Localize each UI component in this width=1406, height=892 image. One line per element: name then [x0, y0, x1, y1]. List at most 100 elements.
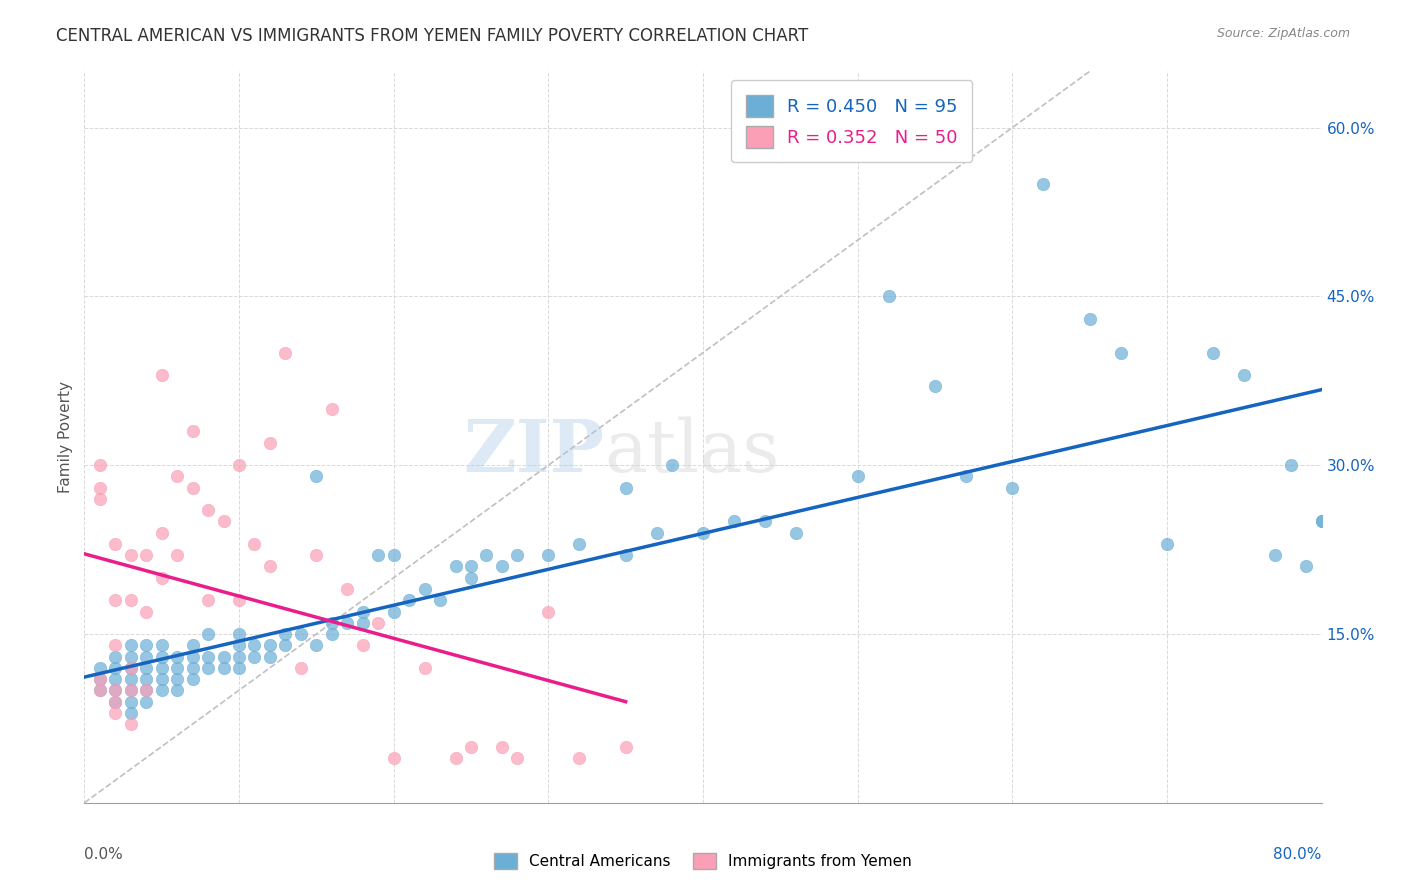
Point — [460, 559, 482, 574]
Point — [506, 751, 529, 765]
Point — [382, 751, 405, 765]
Point — [120, 548, 142, 562]
Point — [212, 649, 235, 664]
Point — [754, 515, 776, 529]
Point — [1156, 537, 1178, 551]
Point — [150, 672, 173, 686]
Point — [491, 559, 513, 574]
Point — [661, 458, 683, 473]
Point — [181, 425, 204, 439]
Point — [197, 503, 219, 517]
Point — [120, 717, 142, 731]
Point — [89, 481, 111, 495]
Point — [197, 649, 219, 664]
Point — [181, 638, 204, 652]
Point — [336, 615, 359, 630]
Point — [382, 548, 405, 562]
Point — [290, 661, 312, 675]
Text: 80.0%: 80.0% — [1274, 847, 1322, 862]
Point — [150, 661, 173, 675]
Point — [120, 593, 142, 607]
Point — [305, 469, 328, 483]
Point — [135, 649, 157, 664]
Point — [305, 548, 328, 562]
Point — [1264, 548, 1286, 562]
Legend: R = 0.450   N = 95, R = 0.352   N = 50: R = 0.450 N = 95, R = 0.352 N = 50 — [731, 80, 973, 162]
Point — [568, 751, 591, 765]
Point — [413, 582, 436, 596]
Point — [382, 605, 405, 619]
Point — [1032, 177, 1054, 191]
Text: ZIP: ZIP — [463, 417, 605, 487]
Point — [228, 638, 250, 652]
Point — [166, 548, 188, 562]
Point — [135, 548, 157, 562]
Point — [460, 739, 482, 754]
Point — [537, 548, 560, 562]
Point — [352, 615, 374, 630]
Point — [475, 548, 498, 562]
Point — [135, 661, 157, 675]
Point — [352, 605, 374, 619]
Point — [166, 683, 188, 698]
Point — [89, 661, 111, 675]
Y-axis label: Family Poverty: Family Poverty — [58, 381, 73, 493]
Point — [1001, 481, 1024, 495]
Point — [120, 661, 142, 675]
Point — [135, 683, 157, 698]
Point — [166, 469, 188, 483]
Point — [181, 672, 204, 686]
Point — [166, 661, 188, 675]
Point — [367, 615, 389, 630]
Point — [352, 638, 374, 652]
Point — [120, 661, 142, 675]
Point — [398, 593, 420, 607]
Point — [243, 649, 266, 664]
Point — [89, 683, 111, 698]
Point — [259, 649, 281, 664]
Point — [645, 525, 668, 540]
Point — [243, 537, 266, 551]
Point — [274, 345, 297, 359]
Point — [429, 593, 451, 607]
Point — [150, 368, 173, 383]
Point — [135, 638, 157, 652]
Point — [197, 593, 219, 607]
Point — [166, 672, 188, 686]
Point — [89, 458, 111, 473]
Point — [243, 638, 266, 652]
Point — [955, 469, 977, 483]
Point — [135, 683, 157, 698]
Point — [444, 751, 467, 765]
Point — [259, 559, 281, 574]
Point — [104, 537, 127, 551]
Point — [104, 593, 127, 607]
Point — [150, 638, 173, 652]
Point — [228, 627, 250, 641]
Point — [924, 379, 946, 393]
Point — [150, 683, 173, 698]
Point — [785, 525, 807, 540]
Point — [1109, 345, 1132, 359]
Point — [89, 683, 111, 698]
Point — [120, 649, 142, 664]
Point — [692, 525, 714, 540]
Point — [120, 683, 142, 698]
Point — [89, 672, 111, 686]
Text: atlas: atlas — [605, 417, 779, 487]
Point — [150, 649, 173, 664]
Point — [166, 649, 188, 664]
Point — [321, 615, 343, 630]
Point — [614, 548, 637, 562]
Point — [259, 638, 281, 652]
Point — [104, 649, 127, 664]
Point — [135, 672, 157, 686]
Point — [181, 649, 204, 664]
Point — [321, 627, 343, 641]
Point — [877, 289, 900, 303]
Point — [104, 683, 127, 698]
Point — [1310, 515, 1333, 529]
Point — [181, 661, 204, 675]
Point — [104, 672, 127, 686]
Point — [104, 694, 127, 708]
